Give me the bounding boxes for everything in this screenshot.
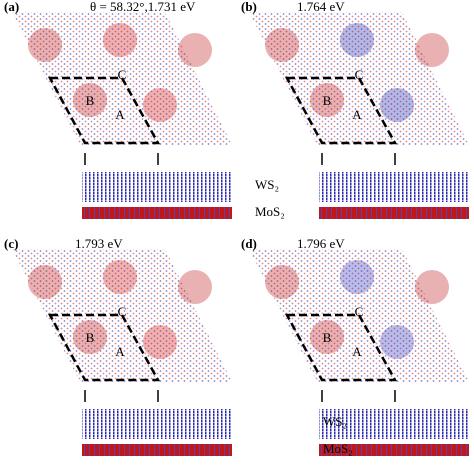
density-blob [265,265,299,299]
energy-label: θ = 58.32°,1.731 eV [90,0,196,14]
density-blob [178,270,212,304]
unit-cell [47,313,161,382]
site-label: C [355,67,364,82]
site-label: C [118,67,127,82]
density-blob [310,83,344,117]
density-blob [143,88,177,122]
layer-label: WS₂ [255,177,279,192]
density-blob [103,260,137,294]
site-label: B [86,330,95,345]
layer-label: MoS₂ [323,441,353,456]
panel-label: (b) [241,0,257,14]
density-blob [380,88,414,122]
panel: (a) θ = 58.32°,1.731 eV B A C WS₂ MoS₂ [4,0,285,219]
panel-label: (c) [4,236,18,251]
mos2-layer [82,444,232,456]
site-label: A [352,344,362,359]
ws2-layer [319,409,469,439]
density-blob [340,23,374,57]
density-blob [73,83,107,117]
unit-cell [284,76,398,145]
density-blob [340,260,374,294]
density-blob [103,23,137,57]
density-blob [380,325,414,359]
site-label: A [115,344,125,359]
panel: (c) 1.793 eV B A C [4,236,232,456]
density-blob [415,33,449,67]
ws2-layer [82,409,232,439]
layer-label: MoS₂ [255,204,285,219]
mos2-layer [319,207,469,219]
site-label: B [323,330,332,345]
panel: (b) 1.764 eV B A C [241,0,469,219]
energy-label: 1.793 eV [75,236,123,251]
energy-label: 1.764 eV [297,0,345,14]
site-label: B [323,93,332,108]
panel: (d) 1.796 eV B A C WS₂ MoS₂ [241,236,469,456]
site-label: C [118,304,127,319]
ws2-layer [319,172,469,202]
layer-label: WS₂ [323,414,347,429]
density-blob [73,320,107,354]
site-label: C [355,304,364,319]
site-label: A [352,107,362,122]
mos2-layer [319,444,469,456]
mos2-layer [82,207,232,219]
density-blob [143,325,177,359]
density-blob [415,270,449,304]
site-label: B [86,93,95,108]
unit-cell [284,313,398,382]
unit-cell [47,76,161,145]
site-label: A [115,107,125,122]
density-blob [265,28,299,62]
ws2-layer [82,172,232,202]
density-blob [310,320,344,354]
density-blob [28,28,62,62]
panel-label: (d) [241,236,257,251]
energy-label: 1.796 eV [297,236,345,251]
panel-label: (a) [4,0,19,14]
density-blob [28,265,62,299]
density-blob [178,33,212,67]
